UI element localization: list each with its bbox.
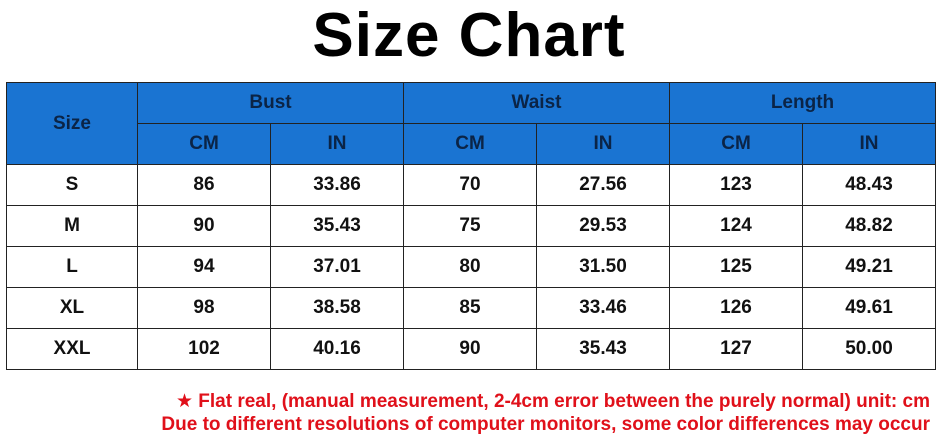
unit-header: IN	[270, 123, 404, 165]
value-cell: 31.50	[536, 246, 670, 288]
value-cell: 98	[137, 287, 271, 329]
value-cell: 40.16	[270, 328, 404, 370]
value-cell: 90	[403, 328, 537, 370]
value-cell: 49.61	[802, 287, 936, 329]
value-cell: 85	[403, 287, 537, 329]
value-cell: 94	[137, 246, 271, 288]
value-cell: 33.86	[270, 164, 404, 206]
size-cell: S	[6, 164, 138, 206]
value-cell: 35.43	[270, 205, 404, 247]
value-cell: 37.01	[270, 246, 404, 288]
table-row: S 86 33.86 70 27.56 123 48.43	[6, 164, 936, 206]
size-cell: M	[6, 205, 138, 247]
unit-header: CM	[137, 123, 271, 165]
value-cell: 126	[669, 287, 803, 329]
table-row: XL 98 38.58 85 33.46 126 49.61	[6, 287, 936, 329]
value-cell: 125	[669, 246, 803, 288]
group-header-length: Length	[669, 82, 936, 124]
size-cell: XL	[6, 287, 138, 329]
value-cell: 90	[137, 205, 271, 247]
group-header-waist: Waist	[403, 82, 670, 124]
unit-header: IN	[802, 123, 936, 165]
value-cell: 75	[403, 205, 537, 247]
value-cell: 29.53	[536, 205, 670, 247]
value-cell: 86	[137, 164, 271, 206]
value-cell: 102	[137, 328, 271, 370]
value-cell: 49.21	[802, 246, 936, 288]
table-row: L 94 37.01 80 31.50 125 49.21	[6, 246, 936, 288]
value-cell: 50.00	[802, 328, 936, 370]
group-header-bust: Bust	[137, 82, 404, 124]
note-color: Due to different resolutions of computer…	[161, 414, 930, 435]
value-cell: 124	[669, 205, 803, 247]
value-cell: 48.82	[802, 205, 936, 247]
value-cell: 38.58	[270, 287, 404, 329]
page-title: Size Chart	[312, 1, 626, 70]
table-row: XXL 102 40.16 90 35.43 127 50.00	[6, 328, 936, 370]
header-row-groups: Size Bust Waist Length	[6, 82, 936, 165]
value-cell: 27.56	[536, 164, 670, 206]
unit-header: CM	[403, 123, 537, 165]
value-cell: 35.43	[536, 328, 670, 370]
value-cell: 80	[403, 246, 537, 288]
value-cell: 127	[669, 328, 803, 370]
note-measurement: ★ Flat real, (manual measurement, 2-4cm …	[175, 391, 930, 412]
value-cell: 70	[403, 164, 537, 206]
size-cell: XXL	[6, 328, 138, 370]
value-cell: 33.46	[536, 287, 670, 329]
value-cell: 123	[669, 164, 803, 206]
header-row-units: CM IN CM IN CM IN	[7, 123, 936, 165]
size-chart-table: Size Bust Waist Length CM IN CM IN CM IN…	[6, 82, 936, 370]
size-cell: L	[6, 246, 138, 288]
value-cell: 48.43	[802, 164, 936, 206]
unit-header: CM	[669, 123, 803, 165]
table-row: M 90 35.43 75 29.53 124 48.82	[6, 205, 936, 247]
unit-header: IN	[536, 123, 670, 165]
size-header: Size	[6, 82, 138, 165]
